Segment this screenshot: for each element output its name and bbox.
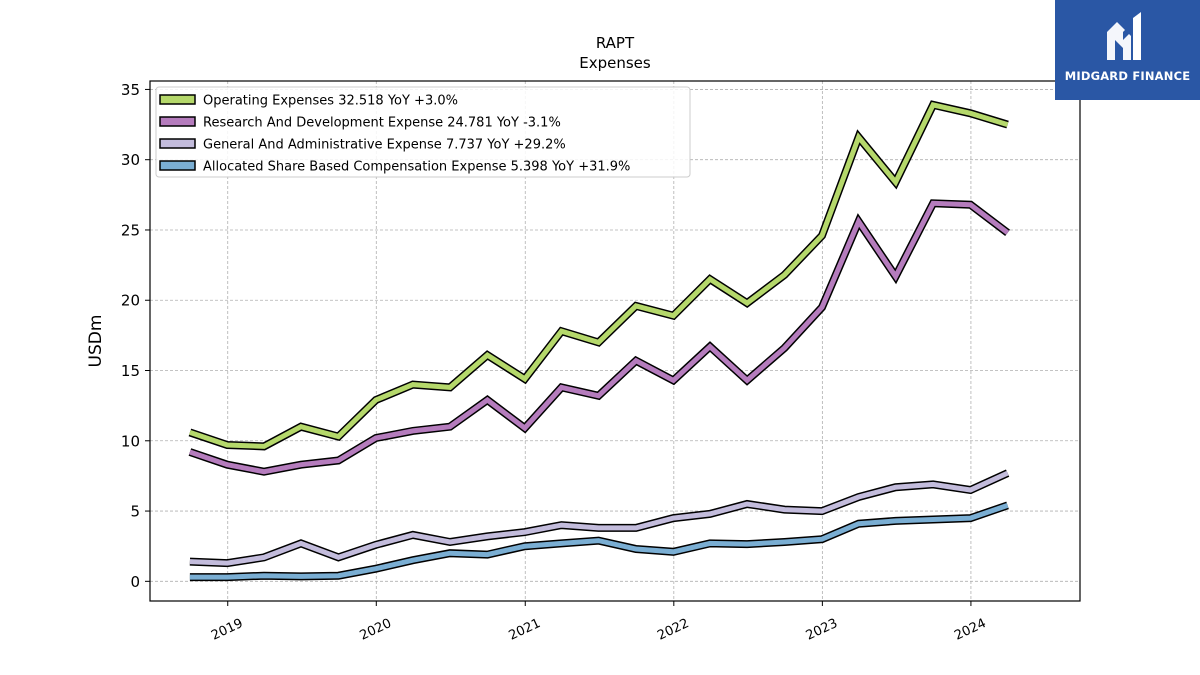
y-tick-label: 5 — [130, 503, 140, 521]
plot-frame — [149, 80, 1081, 602]
legend-entry: General And Administrative Expense 7.737… — [203, 138, 566, 153]
legend-entry: Operating Expenses 32.518 YoY +3.0% — [203, 94, 458, 109]
chart-title: RAPT — [596, 34, 635, 52]
legend-swatch — [159, 94, 196, 105]
legend-swatch — [159, 116, 196, 127]
x-tick-label: 2023 — [804, 616, 840, 644]
legend-entry: Allocated Share Based Compensation Expen… — [203, 160, 630, 175]
x-tick-label: 2022 — [655, 616, 691, 644]
y-axis-label: USDm — [86, 315, 106, 368]
y-tick-label: 35 — [121, 81, 140, 99]
x-axis: 2019 2020 2021 2022 2023 2024 — [209, 601, 989, 644]
series-line-4 — [189, 503, 1009, 580]
series-lines — [188, 100, 1011, 582]
legend-box — [155, 86, 691, 178]
legend-swatch — [159, 138, 196, 149]
x-tick-label: 2021 — [507, 616, 543, 644]
x-tick-label: 2019 — [209, 616, 245, 644]
legend-swatch — [159, 160, 196, 171]
y-axis: 0 5 10 15 20 25 30 35 — [121, 81, 150, 591]
y-tick-label: 10 — [121, 432, 140, 450]
chart-subtitle: Expenses — [579, 54, 651, 72]
y-tick-label: 15 — [121, 362, 140, 380]
y-tick-label: 20 — [121, 292, 140, 310]
y-tick-label: 25 — [121, 221, 140, 239]
y-tick-label: 0 — [130, 573, 140, 591]
y-tick-label: 30 — [121, 151, 140, 169]
brand-name: MIDGARD FINANCE — [1064, 69, 1191, 83]
midgard-m-logo-icon — [1107, 12, 1141, 60]
x-tick-label: 2024 — [952, 616, 988, 644]
legend: Operating Expenses 32.518 YoY +3.0% Resea… — [155, 86, 691, 178]
x-tick-label: 2020 — [358, 616, 394, 644]
brand-logo: MIDGARD FINANCE — [1055, 0, 1200, 100]
legend-entry: Research And Development Expense 24.781 … — [203, 116, 561, 131]
